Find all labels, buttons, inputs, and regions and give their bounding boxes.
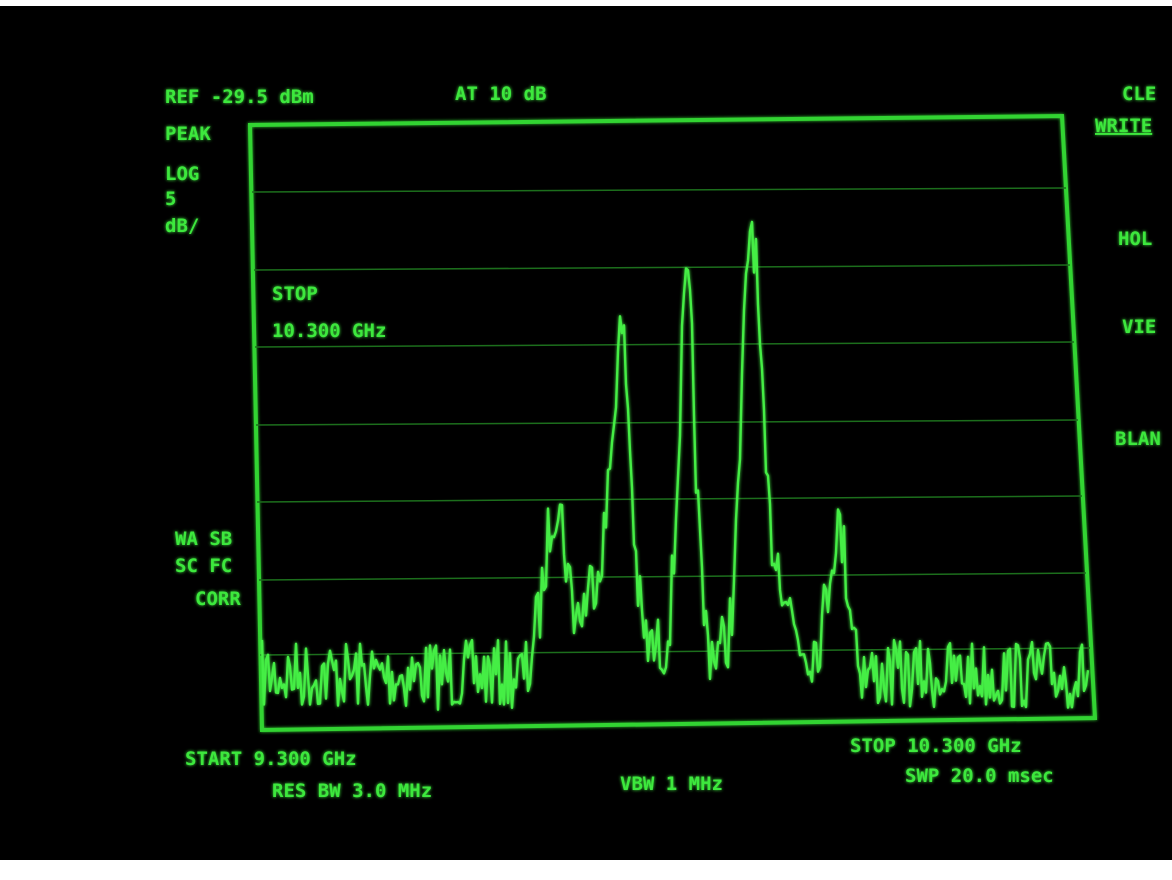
graticule: [251, 187, 1091, 656]
stop-frequency: STOP 10.300 GHz: [850, 735, 1022, 757]
photo-edge: [0, 860, 1172, 880]
reference-level: REF -29.5 dBm: [165, 86, 314, 108]
sweep-time: SWP 20.0 msec: [905, 765, 1054, 787]
softkey[interactable]: VIE: [1122, 316, 1156, 338]
graticule-frame: [247, 113, 1098, 733]
softkey[interactable]: CLE: [1122, 83, 1156, 105]
start-frequency: START 9.300 GHz: [185, 748, 357, 770]
grid-line: [256, 495, 1083, 503]
spectrum-trace: [260, 220, 1090, 711]
active-function-value: 10.300 GHz: [272, 320, 386, 342]
resolution-bandwidth: RES BW 3.0 MHz: [272, 780, 432, 802]
grid-line: [259, 647, 1091, 656]
grid-line: [251, 187, 1067, 193]
detector: PEAK: [165, 123, 211, 145]
status-flag: SC FC: [175, 555, 232, 577]
softkey[interactable]: WRITE: [1095, 115, 1152, 137]
grid-line: [253, 264, 1071, 271]
scale-label: LOG: [165, 163, 199, 185]
status-flag: WA SB: [175, 528, 232, 550]
status-flag: CORR: [195, 588, 241, 610]
grid-line: [254, 341, 1075, 348]
scale-unit: dB/: [165, 215, 199, 237]
softkey[interactable]: HOL: [1118, 228, 1152, 250]
softkey[interactable]: BLAN: [1115, 428, 1161, 450]
video-bandwidth: VBW 1 MHz: [620, 773, 723, 795]
photo-edge: [0, 0, 1172, 6]
scale-value: 5: [165, 188, 176, 210]
attenuation: AT 10 dB: [455, 83, 547, 105]
grid-line: [255, 419, 1079, 426]
active-function-label: STOP: [272, 283, 318, 305]
